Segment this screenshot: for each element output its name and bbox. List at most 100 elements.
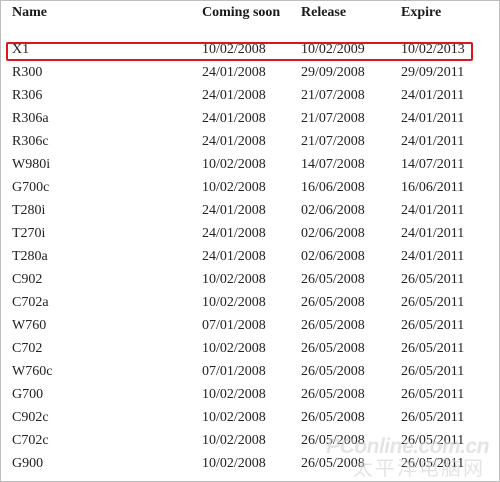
cell-name: G700c bbox=[12, 180, 50, 195]
cell-release: 26/05/2008 bbox=[301, 341, 365, 356]
cell-release: 21/07/2008 bbox=[301, 111, 365, 126]
cell-name: W980i bbox=[12, 157, 51, 172]
cell-release: 29/09/2008 bbox=[301, 65, 365, 80]
cell-coming-soon: 10/02/2008 bbox=[202, 295, 266, 310]
cell-coming-soon: 24/01/2008 bbox=[202, 226, 266, 241]
cell-expire: 29/09/2011 bbox=[401, 65, 465, 80]
cell-name: T280a bbox=[12, 249, 48, 264]
table-row: W760c 07/01/2008 26/05/2008 26/05/2011 bbox=[1, 361, 499, 384]
cell-coming-soon: 10/02/2008 bbox=[202, 433, 266, 448]
cell-name: R306a bbox=[12, 111, 49, 126]
cell-name: R306c bbox=[12, 134, 49, 149]
cell-coming-soon: 07/01/2008 bbox=[202, 318, 266, 333]
header-coming-soon: Coming soon bbox=[202, 5, 281, 20]
cell-expire: 16/06/2011 bbox=[401, 180, 465, 195]
cell-release: 02/06/2008 bbox=[301, 203, 365, 218]
cell-name: C702c bbox=[12, 433, 49, 448]
cell-release: 02/06/2008 bbox=[301, 226, 365, 241]
cell-coming-soon: 24/01/2008 bbox=[202, 203, 266, 218]
table-row: T280i 24/01/2008 02/06/2008 24/01/2011 bbox=[1, 200, 499, 223]
table-row: G900 10/02/2008 26/05/2008 26/05/2011 bbox=[1, 453, 499, 476]
cell-coming-soon: 10/02/2008 bbox=[202, 180, 266, 195]
cell-name: G900 bbox=[12, 456, 44, 471]
cell-release: 16/06/2008 bbox=[301, 180, 365, 195]
cell-name: R300 bbox=[12, 65, 43, 80]
cell-coming-soon: 10/02/2008 bbox=[202, 272, 266, 287]
cell-name: C902c bbox=[12, 410, 49, 425]
cell-coming-soon: 24/01/2008 bbox=[202, 111, 266, 126]
cell-release: 26/05/2008 bbox=[301, 433, 365, 448]
cell-coming-soon: 24/01/2008 bbox=[202, 88, 266, 103]
cell-name: R306 bbox=[12, 88, 43, 103]
header-release: Release bbox=[301, 5, 347, 20]
cell-coming-soon: 10/02/2008 bbox=[202, 387, 266, 402]
cell-name: T270i bbox=[12, 226, 46, 241]
cell-name: W760c bbox=[12, 364, 53, 379]
table-row: G700c 10/02/2008 16/06/2008 16/06/2011 bbox=[1, 177, 499, 200]
cell-release: 26/05/2008 bbox=[301, 318, 365, 333]
cell-release: 21/07/2008 bbox=[301, 134, 365, 149]
header-expire: Expire bbox=[401, 5, 442, 20]
table-row: C702 10/02/2008 26/05/2008 26/05/2011 bbox=[1, 338, 499, 361]
cell-coming-soon: 24/01/2008 bbox=[202, 134, 266, 149]
cell-expire: 26/05/2011 bbox=[401, 318, 465, 333]
table-row: R306 24/01/2008 21/07/2008 24/01/2011 bbox=[1, 85, 499, 108]
cell-expire: 26/05/2011 bbox=[401, 341, 465, 356]
cell-expire: 24/01/2011 bbox=[401, 111, 465, 126]
cell-name: C902 bbox=[12, 272, 43, 287]
cell-coming-soon: 24/01/2008 bbox=[202, 65, 266, 80]
table-row: R300 24/01/2008 29/09/2008 29/09/2011 bbox=[1, 62, 499, 85]
cell-release: 21/07/2008 bbox=[301, 88, 365, 103]
table-row: C702c 10/02/2008 26/05/2008 26/05/2011 bbox=[1, 430, 499, 453]
cell-name: C702a bbox=[12, 295, 49, 310]
cell-name: C702 bbox=[12, 341, 43, 356]
cell-coming-soon: 10/02/2008 bbox=[202, 341, 266, 356]
table-row: T270i 24/01/2008 02/06/2008 24/01/2011 bbox=[1, 223, 499, 246]
cell-name: T280i bbox=[12, 203, 46, 218]
table-header: Name Coming soon Release Expire bbox=[1, 1, 499, 25]
table-row: G700 10/02/2008 26/05/2008 26/05/2011 bbox=[1, 384, 499, 407]
table-row: X1 10/02/2008 10/02/2009 10/02/2013 bbox=[1, 39, 499, 62]
cell-coming-soon: 10/02/2008 bbox=[202, 157, 266, 172]
cell-expire: 26/05/2011 bbox=[401, 433, 465, 448]
table-row: C702a 10/02/2008 26/05/2008 26/05/2011 bbox=[1, 292, 499, 315]
cell-expire: 10/02/2013 bbox=[401, 42, 465, 57]
cell-release: 10/02/2009 bbox=[301, 42, 365, 57]
cell-expire: 24/01/2011 bbox=[401, 88, 465, 103]
table-row: T280a 24/01/2008 02/06/2008 24/01/2011 bbox=[1, 246, 499, 269]
cell-release: 02/06/2008 bbox=[301, 249, 365, 264]
table-row: C902c 10/02/2008 26/05/2008 26/05/2011 bbox=[1, 407, 499, 430]
cell-release: 26/05/2008 bbox=[301, 456, 365, 471]
cell-name: W760 bbox=[12, 318, 47, 333]
cell-expire: 24/01/2011 bbox=[401, 134, 465, 149]
table-row: W980i 10/02/2008 14/07/2008 14/07/2011 bbox=[1, 154, 499, 177]
header-name: Name bbox=[12, 5, 47, 20]
cell-coming-soon: 07/01/2008 bbox=[202, 364, 266, 379]
cell-coming-soon: 24/01/2008 bbox=[202, 249, 266, 264]
cell-coming-soon: 10/02/2008 bbox=[202, 456, 266, 471]
cell-expire: 26/05/2011 bbox=[401, 410, 465, 425]
cell-name: X1 bbox=[12, 42, 30, 57]
cell-expire: 26/05/2011 bbox=[401, 272, 465, 287]
table-row: R306c 24/01/2008 21/07/2008 24/01/2011 bbox=[1, 131, 499, 154]
cell-expire: 26/05/2011 bbox=[401, 364, 465, 379]
cell-name: G700 bbox=[12, 387, 44, 402]
cell-expire: 24/01/2011 bbox=[401, 226, 465, 241]
cell-coming-soon: 10/02/2008 bbox=[202, 42, 266, 57]
cell-expire: 26/05/2011 bbox=[401, 295, 465, 310]
highlight-box bbox=[6, 42, 473, 61]
cell-release: 26/05/2008 bbox=[301, 410, 365, 425]
cell-release: 26/05/2008 bbox=[301, 295, 365, 310]
table-row: C902 10/02/2008 26/05/2008 26/05/2011 bbox=[1, 269, 499, 292]
cell-release: 14/07/2008 bbox=[301, 157, 365, 172]
cell-expire: 26/05/2011 bbox=[401, 387, 465, 402]
cell-coming-soon: 10/02/2008 bbox=[202, 410, 266, 425]
cell-expire: 14/07/2011 bbox=[401, 157, 465, 172]
cell-release: 26/05/2008 bbox=[301, 387, 365, 402]
cell-expire: 24/01/2011 bbox=[401, 203, 465, 218]
table-row: R306a 24/01/2008 21/07/2008 24/01/2011 bbox=[1, 108, 499, 131]
cell-expire: 26/05/2011 bbox=[401, 456, 465, 471]
cell-release: 26/05/2008 bbox=[301, 364, 365, 379]
cell-release: 26/05/2008 bbox=[301, 272, 365, 287]
